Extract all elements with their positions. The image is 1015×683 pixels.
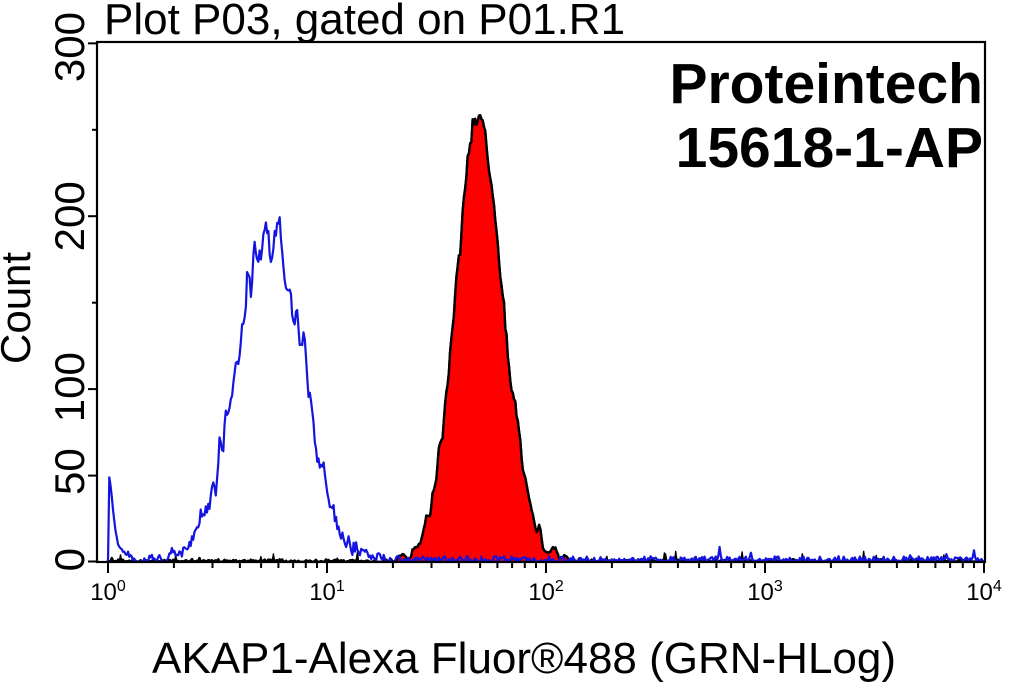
svg-text:200: 200	[46, 181, 93, 251]
svg-text:300: 300	[46, 12, 93, 82]
svg-text:50: 50	[46, 448, 93, 495]
svg-text:101: 101	[309, 578, 345, 606]
svg-text:100: 100	[90, 578, 126, 606]
svg-text:0: 0	[46, 548, 93, 571]
svg-text:103: 103	[747, 578, 783, 606]
svg-text:104: 104	[966, 578, 1002, 606]
svg-text:100: 100	[46, 352, 93, 422]
svg-text:102: 102	[528, 578, 564, 606]
